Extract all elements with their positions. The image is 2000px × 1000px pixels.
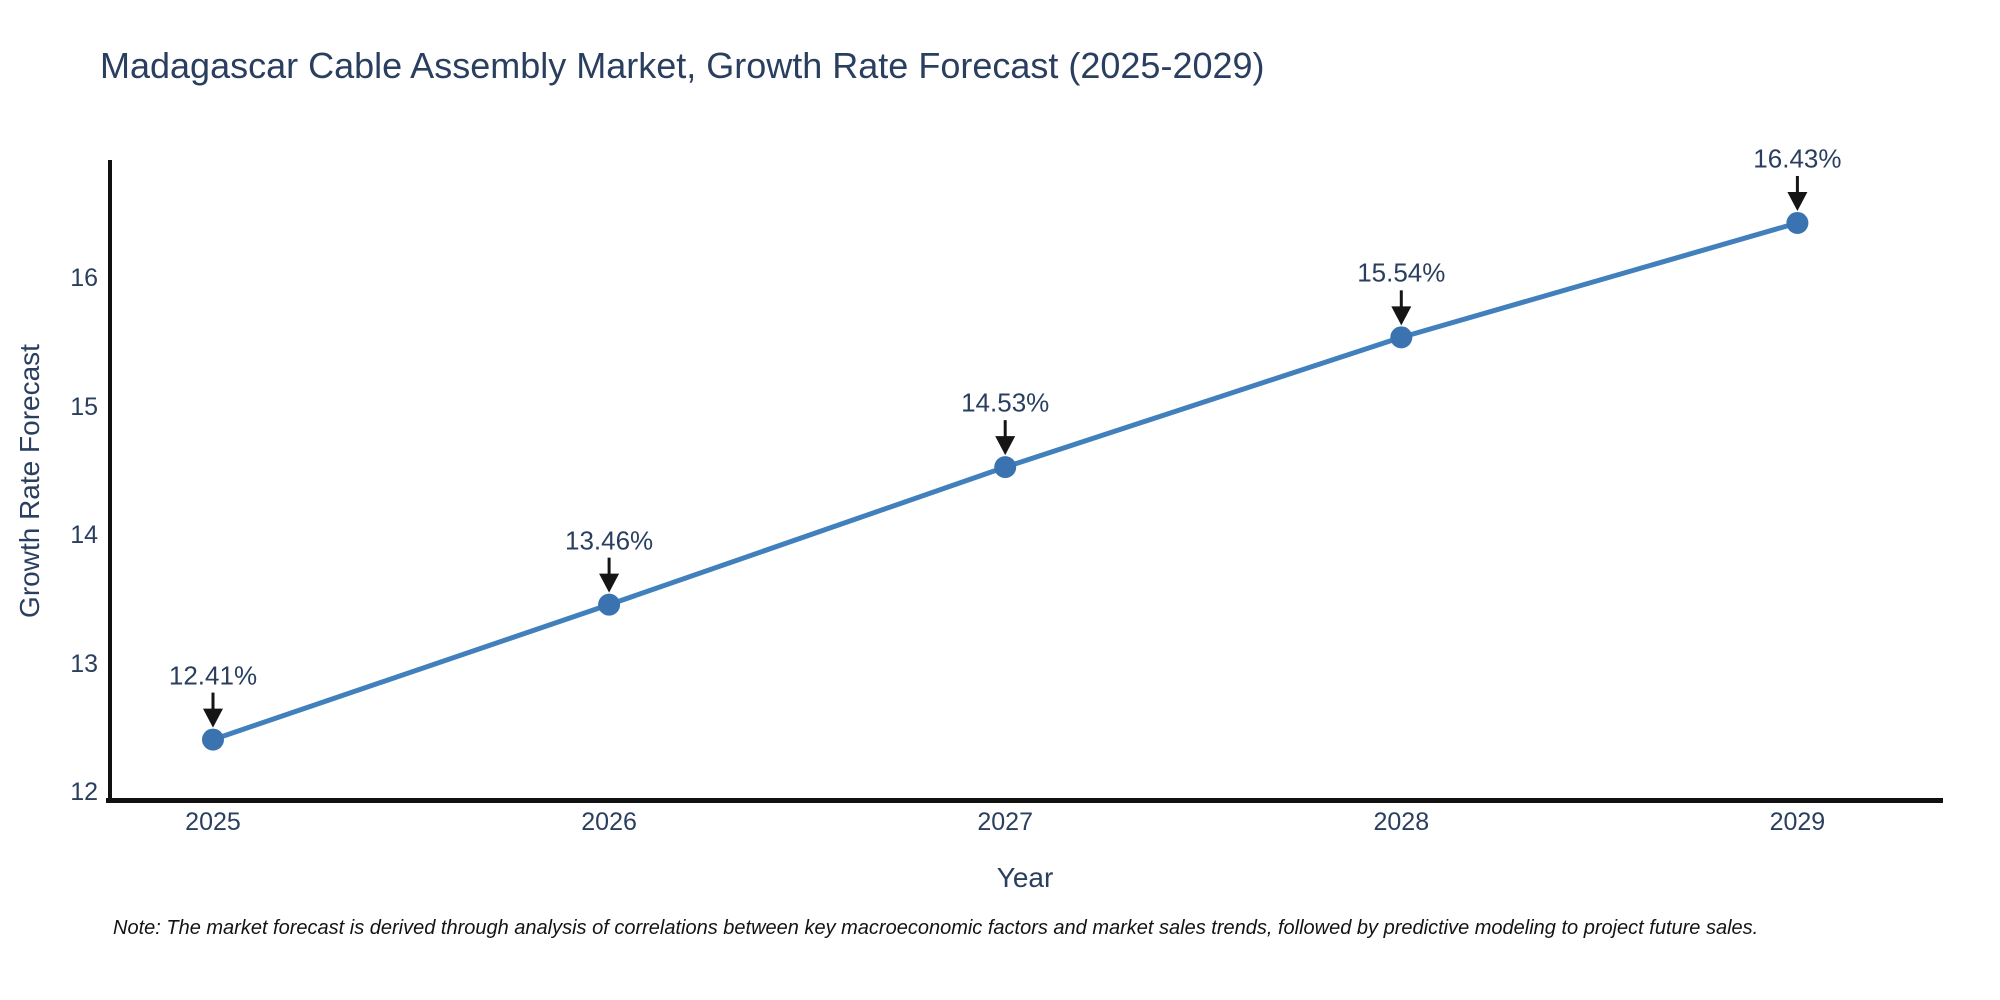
data-point-marker[interactable]: [598, 593, 621, 616]
data-point-marker[interactable]: [994, 456, 1017, 479]
data-point-markers: [201, 211, 1809, 751]
annotation-arrowhead: [202, 708, 223, 728]
annotation-arrows: [202, 175, 1808, 728]
y-tick-label: 14: [70, 521, 98, 550]
point-label: 14.53%: [961, 387, 1050, 418]
data-point-marker[interactable]: [201, 728, 224, 751]
y-tick-label: 12: [70, 778, 98, 807]
x-axis-line: [106, 798, 1943, 803]
chart-title: Madagascar Cable Assembly Market, Growth…: [100, 45, 1265, 86]
y-tick-label: 15: [70, 392, 98, 421]
point-label: 16.43%: [1753, 143, 1842, 174]
annotation-arrowhead: [1787, 191, 1808, 211]
point-label: 12.41%: [168, 660, 258, 691]
footnote: Note: The market forecast is derived thr…: [113, 917, 1759, 939]
x-tick-label: 2025: [185, 808, 241, 836]
point-label: 15.54%: [1357, 257, 1446, 288]
trend-line: [210, 220, 1800, 743]
x-tick-label: 2029: [1769, 808, 1826, 836]
y-tick-label: 16: [70, 264, 98, 293]
y-tick-label: 13: [70, 649, 98, 678]
x-tick-label: 2027: [977, 808, 1033, 836]
x-tick-label: 2026: [581, 808, 637, 836]
x-axis-title: Year: [996, 862, 1054, 893]
x-tick-label: 2028: [1373, 808, 1430, 836]
y-axis-line: [108, 160, 112, 803]
point-label: 13.46%: [564, 525, 654, 556]
annotation-arrowhead: [599, 573, 620, 593]
annotation-arrowhead: [1391, 306, 1412, 326]
data-point-marker[interactable]: [1390, 326, 1413, 349]
annotation-arrowhead: [995, 436, 1016, 456]
data-point-marker[interactable]: [1786, 211, 1809, 234]
